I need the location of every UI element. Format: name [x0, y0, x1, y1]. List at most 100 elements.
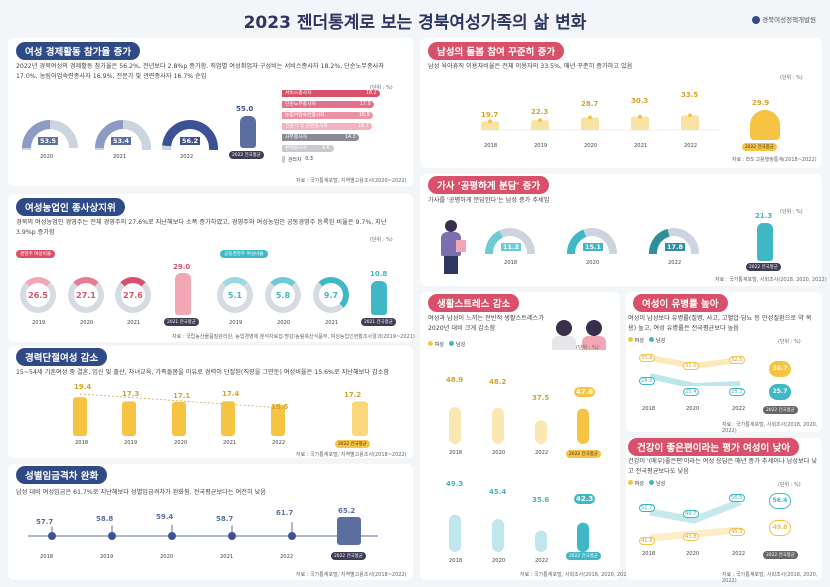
career-break-year-2022: 2022 — [272, 440, 286, 446]
career-break-value-2021: 17.4 — [222, 390, 240, 398]
morbidity-female-2020: 31.0 — [683, 362, 699, 370]
farmer-left-donut-2021: 27.6 — [115, 277, 151, 313]
stress-year-2022-f: 2022 — [535, 450, 549, 456]
job-bar: 판매종사자 9.6 — [282, 145, 402, 152]
housework-value-2018: 11.2 — [501, 243, 522, 251]
male-care-dot — [488, 119, 492, 124]
section-title-male-care: 남성의 돌봄 참여 꾸준히 증가 — [428, 42, 565, 60]
male-care-value-2022: 33.5 — [681, 91, 699, 99]
farmer-left-donut-2020: 27.1 — [68, 277, 104, 313]
stress-female-bar — [449, 406, 461, 444]
org-logo-icon — [752, 16, 761, 24]
housework-text: 가사를 '공평하게 분담한다'는 남성 증가 추세임 — [428, 197, 550, 204]
male-care-dot — [688, 113, 692, 118]
male-care-source: 자료 : EIS 고용행정통계(2018~2022) — [732, 157, 817, 163]
section-title-health: 건강이 좋은편이라는 평가 여성이 낮아 — [628, 438, 800, 456]
stress-national-label-f: 2022 전국평균 — [566, 450, 601, 458]
housework-national-bar — [757, 223, 773, 261]
farmer-left-year-2021: 2021 — [127, 320, 141, 326]
male-care-year-2020: 2020 — [584, 143, 598, 149]
morbidity-male-2018: 28.0 — [639, 377, 655, 385]
wage-gap-source: 자료 : 국가통계포털, 지역별고용조사(2018~2022) — [296, 572, 407, 578]
health-unit: (단위 : %) — [778, 482, 801, 488]
morbidity-female-2022: 32.5 — [729, 356, 745, 364]
section-title-economic: 여성 경제활동 참가율 증가 — [16, 42, 141, 60]
economic-value-2020: 53.5 — [38, 137, 59, 145]
section-title-housework: 가사 '공평하게 분담' 증가 — [428, 176, 550, 194]
wage-gap-national-label: 2022 전국평균 — [331, 552, 366, 560]
male-care-dot — [588, 115, 592, 120]
wage-gap-value-2018: 57.7 — [36, 518, 54, 526]
health-year-2020: 2020 — [686, 551, 700, 557]
wage-gap-dot — [168, 532, 176, 540]
career-break-value-2018: 19.4 — [74, 383, 92, 391]
career-break-year-2019: 2019 — [124, 440, 138, 446]
legend-female-icon — [628, 480, 633, 485]
housework-year-2018: 2018 — [504, 260, 518, 266]
stress-male-2022: 35.6 — [532, 496, 550, 504]
morbidity-source: 자료 : 국가통계포털, 사회조사(2018, 2020, 2022) — [722, 422, 818, 434]
male-care-bar — [681, 115, 699, 130]
farmer-right-year-2020: 2020 — [277, 320, 291, 326]
morbidity-female-2018: 35.9 — [639, 354, 655, 362]
section-title-morbidity: 여성이 유병률 높아 — [633, 294, 728, 312]
housework-unit: (단위 : %) — [780, 209, 803, 215]
male-care-text: 남성 육아휴직 이용자비율은 전체 이용자의 33.5%, 매년 꾸준히 증가하… — [428, 63, 633, 70]
stress-unit: (단위 : %) — [576, 345, 599, 351]
economic-gauge-2020 — [22, 120, 78, 150]
farmer-right-donut-2019: 5.1 — [217, 277, 253, 313]
stress-male-2020: 45.4 — [489, 488, 507, 496]
male-care-bar — [581, 117, 599, 130]
page-title: 2023 젠더통계로 보는 경북여성가족의 삶 변화 — [243, 13, 587, 33]
legend-male-icon — [649, 480, 655, 485]
farmer-left-national-label: 2021 전국평균 — [164, 318, 199, 326]
morbidity-male-national: 25.7 — [769, 384, 791, 400]
farmer-right-tag: 공동경영주 여성비율 — [220, 250, 268, 258]
stress-female-2020: 48.2 — [489, 378, 507, 386]
career-break-national-label: 2022 전국평균 — [335, 440, 370, 448]
career-break-national-bar — [352, 401, 368, 436]
career-break-bar — [271, 404, 285, 436]
male-care-national-bar — [750, 110, 780, 140]
farmer-right-national-bar — [371, 281, 387, 315]
farmer-left-year-2019: 2019 — [32, 320, 46, 326]
career-break-source: 자료 : 국가통계포털, 지역별고용조사(2018~2022) — [296, 452, 407, 458]
farmer-source: 자료 : 국립농산물품질관리원, 농업경영체 분석자료집·명감/농림축산식품부,… — [172, 334, 415, 340]
health-legend: 여성 남성 — [628, 480, 665, 487]
career-break-bars — [73, 397, 368, 436]
health-female-national: 49.8 — [769, 520, 791, 536]
housework-value-2020: 15.1 — [583, 243, 604, 251]
career-break-bar — [221, 401, 235, 436]
career-break-bar — [122, 401, 136, 436]
job-bar: 전문가 및 관련종사자 16.7 — [282, 123, 402, 130]
farmer-right-donut-2021: 9.7 — [313, 277, 349, 313]
morbidity-female-national: 30.7 — [769, 361, 791, 377]
wage-gap-text: 남성 대비 여성임금은 61.7%로 지난해보다 성별임금격차가 완화됨. 전국… — [16, 489, 266, 496]
economic-source: 자료 : 국가통계포털, 지역별고용조사(2020~2022) — [296, 178, 407, 184]
farmer-right-donut-2020: 5.8 — [265, 277, 301, 313]
stress-female-national: 47.6 — [574, 387, 596, 397]
section-title-stress: 생활스트레스 감소 — [428, 294, 520, 312]
male-care-chart — [480, 113, 720, 131]
morbidity-legend: 여성 남성 — [628, 337, 665, 344]
stress-female-bar — [535, 420, 547, 444]
section-title-wage-gap: 성별임금격차 완화 — [16, 466, 108, 484]
economic-text: 2022년 경북여성의 경제활동 참가율은 56.2%, 전년보다 2.8%p … — [16, 63, 385, 80]
career-break-value-2020: 17.1 — [173, 392, 191, 400]
health-female-2020: 43.8 — [683, 533, 699, 541]
morbidity-national-label: 2022 전국평균 — [763, 406, 798, 414]
legend-male-icon — [649, 337, 655, 342]
stress-female-2022: 37.5 — [532, 394, 550, 402]
wage-gap-dot — [48, 532, 56, 540]
stress-male-national: 42.3 — [574, 494, 596, 504]
farmer-left-donut-2019: 26.5 — [20, 277, 56, 313]
legend-female-icon — [628, 337, 633, 342]
career-break-national-value: 17.2 — [344, 391, 362, 399]
male-care-dot — [538, 118, 542, 123]
stress-male-bar — [449, 514, 461, 552]
job-bar: 관리자 0.3 — [282, 156, 402, 163]
stress-female-bar — [492, 407, 504, 444]
morbidity-male-2022: 25.7 — [729, 388, 745, 396]
male-care-year-2021: 2021 — [634, 143, 648, 149]
stress-national-label-m: 2022 전국평균 — [566, 552, 601, 560]
